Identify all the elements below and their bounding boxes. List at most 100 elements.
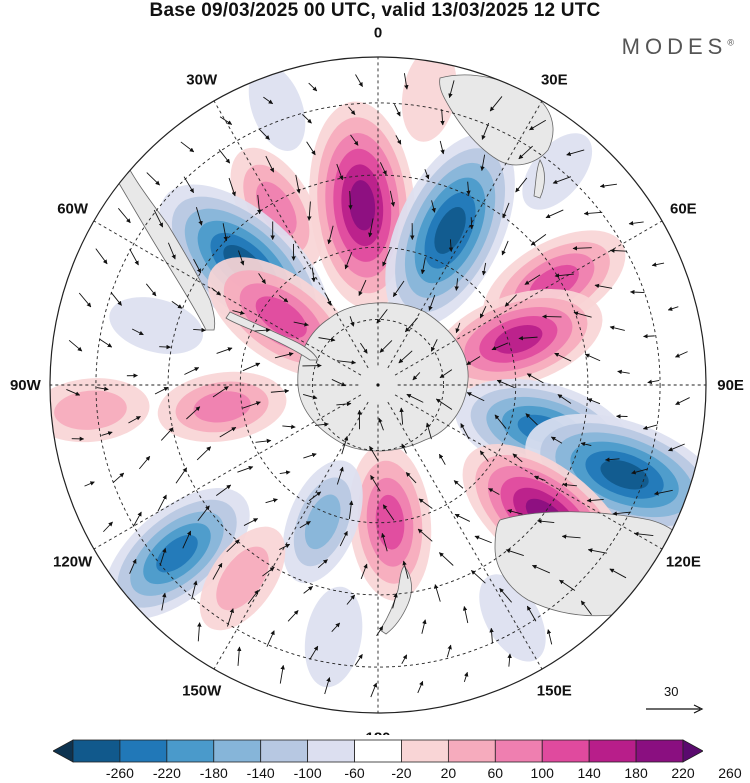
wind-arrow-184 bbox=[518, 145, 533, 160]
lon-label-60e: 60E bbox=[670, 201, 697, 218]
wind-arrow-32 bbox=[439, 453, 446, 465]
colorbar bbox=[53, 739, 703, 763]
wind-arrow-220 bbox=[403, 73, 409, 90]
wind-arrow-137 bbox=[160, 427, 174, 441]
wind-arrow-214 bbox=[183, 176, 194, 194]
wind-arrow-186 bbox=[583, 211, 603, 216]
wind-arrow-172 bbox=[128, 416, 141, 424]
wind-arrow-29 bbox=[466, 356, 481, 366]
wind-arrow-126 bbox=[537, 518, 555, 524]
wind-arrow-174 bbox=[131, 328, 144, 336]
wind-arrow-82 bbox=[216, 347, 233, 354]
wind-arrow-165 bbox=[331, 622, 341, 632]
wind-arrow-217 bbox=[302, 114, 312, 124]
wind-arrow-237 bbox=[507, 653, 512, 667]
wind-arrow-44 bbox=[420, 257, 426, 275]
colorbar-tick-label: 60 bbox=[487, 765, 504, 781]
wind-arrow-97 bbox=[534, 475, 546, 481]
wind-arrow-26 bbox=[392, 280, 405, 297]
wind-arrow-80 bbox=[219, 427, 237, 438]
wind-arrow-215 bbox=[218, 149, 231, 164]
wind-arrow-250 bbox=[66, 389, 81, 396]
wind-arrow-257 bbox=[219, 116, 233, 125]
wind-arrow-16 bbox=[435, 398, 453, 410]
wind-arrow-125 bbox=[562, 482, 577, 488]
colorbar-tick-label: 220 bbox=[671, 765, 695, 781]
wind-arrow-152 bbox=[572, 246, 592, 251]
colorbar-bin-6 bbox=[307, 739, 355, 763]
wind-arrow-155 bbox=[617, 369, 630, 375]
wind-arrow-142 bbox=[222, 223, 228, 242]
wind-arrow-154 bbox=[609, 325, 625, 331]
wind-arrow-205 bbox=[159, 547, 167, 566]
wind-arrow-169 bbox=[182, 530, 192, 549]
brand-logo: MODES® bbox=[622, 34, 734, 60]
colorbar-tick-label: -20 bbox=[391, 765, 412, 781]
wind-arrow-114 bbox=[307, 201, 312, 221]
colorbar-min-arrow bbox=[53, 739, 74, 763]
wind-arrow-53 bbox=[382, 504, 395, 521]
wind-arrow-209 bbox=[96, 386, 109, 392]
wind-arrow-134 bbox=[226, 539, 240, 553]
wind-arrow-22 bbox=[303, 394, 318, 400]
wind-arrow-198 bbox=[446, 644, 452, 658]
wind-arrow-39 bbox=[274, 352, 294, 359]
wind-arrow-74 bbox=[417, 528, 433, 542]
wind-arrow-35 bbox=[336, 466, 344, 485]
colorbar-bin-10 bbox=[494, 739, 543, 763]
map-disc-border bbox=[49, 56, 707, 714]
wind-arrow-226 bbox=[628, 221, 644, 226]
wind-arrow-131 bbox=[346, 594, 356, 605]
wind-arrow-94 bbox=[554, 352, 572, 362]
wind-arrow-170 bbox=[157, 494, 167, 512]
map-title: Base 09/03/2025 00 UTC, valid 13/03/2025… bbox=[149, 0, 601, 21]
wind-arrow-120 bbox=[554, 273, 574, 278]
wind-arrow-109 bbox=[184, 367, 200, 375]
wind-arrow-196 bbox=[526, 605, 537, 622]
wind-arrow-191 bbox=[642, 424, 658, 430]
wind-arrow-171 bbox=[138, 456, 151, 470]
wind-arrow-88 bbox=[389, 190, 396, 207]
wind-arrow-149 bbox=[480, 154, 486, 171]
wind-arrow-251 bbox=[68, 339, 83, 352]
wind-arrow-4 bbox=[406, 393, 424, 403]
wind-arrow-117 bbox=[466, 181, 471, 196]
wind-arrow-200 bbox=[354, 653, 363, 666]
wind-arrow-115 bbox=[348, 190, 353, 210]
antarctic-peninsula bbox=[225, 311, 319, 361]
lon-label-60w: 60W bbox=[57, 201, 89, 218]
wind-arrow-27 bbox=[428, 294, 436, 311]
wind-arrow-119 bbox=[530, 234, 547, 246]
wind-arrow-68 bbox=[518, 335, 538, 341]
wind-arrow-103 bbox=[317, 559, 328, 569]
wind-arrow-67 bbox=[504, 294, 517, 307]
wind-arrow-248 bbox=[84, 481, 95, 487]
colorbar-bin-4 bbox=[213, 739, 262, 763]
wind-arrow-228 bbox=[667, 306, 679, 311]
wind-arrow-179 bbox=[265, 155, 275, 173]
wind-arrow-145 bbox=[336, 163, 344, 181]
wind-arrow-176 bbox=[167, 242, 176, 260]
wind-arrow-6 bbox=[378, 417, 384, 431]
wind-arrow-189 bbox=[643, 334, 655, 339]
wind-arrow-98 bbox=[507, 509, 523, 515]
colorbar-tick-label: 140 bbox=[577, 765, 601, 781]
wind-arrow-236 bbox=[546, 629, 553, 645]
lon-label-120w: 120W bbox=[53, 553, 93, 570]
wind-arrow-3 bbox=[412, 372, 421, 381]
wind-arrow-1 bbox=[379, 340, 393, 353]
wind-arrow-259 bbox=[308, 82, 318, 92]
colorbar-tick-label: 20 bbox=[440, 765, 457, 781]
wind-arrow-48 bbox=[496, 379, 515, 389]
wind-arrow-244 bbox=[197, 622, 202, 642]
lon-label-180: 180 bbox=[365, 730, 390, 735]
wind-arrow-234 bbox=[609, 568, 627, 579]
wind-arrow-84 bbox=[258, 273, 266, 284]
wind-arrow-19 bbox=[369, 445, 379, 462]
wind-arrow-177 bbox=[195, 207, 203, 226]
wind-arrow-17 bbox=[425, 422, 432, 440]
wind-arrow-162 bbox=[462, 606, 469, 624]
wind-arrow-34 bbox=[370, 475, 381, 492]
wind-arrow-190 bbox=[647, 379, 660, 385]
wind-arrow-221 bbox=[448, 80, 455, 99]
